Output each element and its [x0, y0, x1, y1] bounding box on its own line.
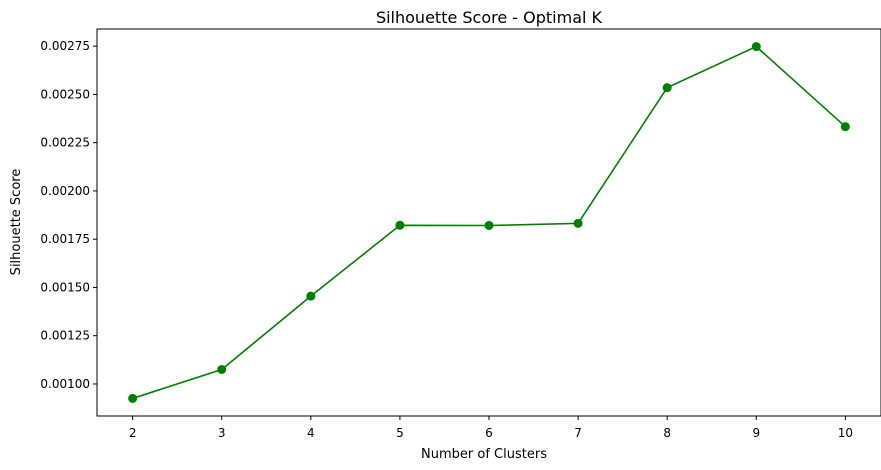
x-tick-label: 9 — [752, 426, 760, 440]
data-point — [128, 393, 138, 403]
x-tick-label: 10 — [838, 426, 853, 440]
x-tick-label: 6 — [485, 426, 493, 440]
series-points — [128, 42, 850, 403]
x-tick-label: 8 — [663, 426, 671, 440]
data-point — [840, 122, 850, 132]
y-axis-label: Silhouette Score — [9, 169, 24, 276]
x-tick-label: 5 — [396, 426, 404, 440]
x-tick-label: 3 — [218, 426, 226, 440]
y-tick-label: 0.00250 — [40, 87, 90, 101]
chart-title: Silhouette Score - Optimal K — [376, 8, 603, 27]
y-tick-label: 0.00100 — [40, 377, 90, 391]
data-point — [662, 83, 672, 93]
data-point — [484, 220, 494, 230]
x-axis-label: Number of Clusters — [421, 447, 547, 462]
y-tick-label: 0.00200 — [40, 184, 90, 198]
y-tick-label: 0.00175 — [40, 232, 90, 246]
data-point — [395, 220, 405, 230]
x-tick-label: 7 — [574, 426, 582, 440]
y-tick-label: 0.00150 — [40, 280, 90, 294]
x-axis: 2 3 4 5 6 7 8 9 10 — [129, 416, 853, 440]
data-point — [573, 218, 583, 228]
data-point — [751, 42, 761, 52]
x-tick-label: 4 — [307, 426, 315, 440]
y-axis: 0.00100 0.00125 0.00150 0.00175 0.00200 0.002… — [40, 39, 97, 391]
y-tick-label: 0.00275 — [40, 39, 90, 53]
x-tick-label: 2 — [129, 426, 137, 440]
data-point — [306, 291, 316, 301]
y-tick-label: 0.00225 — [40, 136, 90, 150]
y-tick-label: 0.00125 — [40, 329, 90, 343]
data-point — [217, 364, 227, 374]
